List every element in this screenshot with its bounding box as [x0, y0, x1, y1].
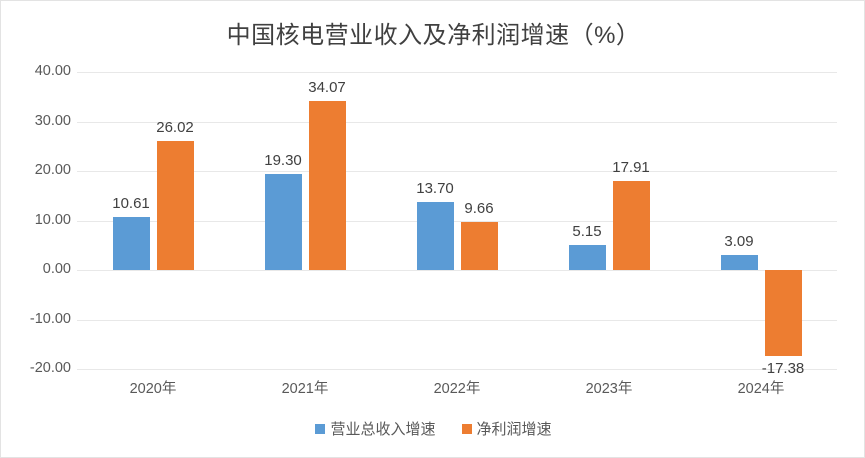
- legend-item-0[interactable]: 营业总收入增速: [315, 418, 436, 439]
- y-axis-tick-label: -10.00: [29, 310, 71, 327]
- gridline: [77, 121, 837, 123]
- data-label: 26.02: [156, 119, 194, 137]
- y-axis-tick-label: 40.00: [34, 63, 71, 79]
- bar-2024年-营业总收入增速[interactable]: [720, 254, 758, 270]
- gridline: [77, 72, 837, 73]
- y-axis: 40.00 30.00 20.00 10.00 0.00 -10.00 -20.00: [1, 1, 71, 457]
- bar-2024年-净利润增速[interactable]: [764, 270, 802, 357]
- gridline: [77, 270, 837, 271]
- bar-2022年-营业总收入增速[interactable]: [416, 202, 454, 270]
- gridline: [77, 319, 837, 321]
- plot-area: 10.61 26.02 19.30 34.07 13.70 9.66 5.15 17.91 3.…: [77, 72, 837, 377]
- data-label: 34.07: [308, 79, 346, 97]
- bar-2020年-净利润增速[interactable]: [156, 141, 194, 270]
- data-label: 5.15: [572, 222, 602, 240]
- gridline: [77, 220, 837, 222]
- y-axis-tick-label: 0.00: [42, 261, 71, 277]
- gridline: [77, 171, 837, 172]
- data-label: 13.70: [416, 180, 454, 198]
- bar-2020年-营业总收入增速[interactable]: [112, 217, 150, 270]
- data-label: 9.66: [464, 200, 494, 218]
- chart-legend: 营业总收入增速 净利润增速: [1, 418, 864, 439]
- data-label: 19.30: [264, 152, 302, 170]
- legend-item-1[interactable]: 净利润增速: [461, 418, 552, 439]
- data-label: -17.38: [761, 360, 805, 378]
- x-axis-tick-label: 2023年: [585, 381, 633, 397]
- x-axis-tick-label: 2021年: [281, 381, 329, 397]
- x-axis-tick-label: 2020年: [129, 381, 177, 397]
- bar-2023年-营业总收入增速[interactable]: [568, 244, 606, 270]
- data-label: 17.91: [612, 159, 650, 177]
- y-axis-tick-label: 20.00: [34, 162, 71, 178]
- legend-swatch-icon: [461, 423, 472, 434]
- data-label: 10.61: [112, 195, 150, 213]
- bar-2021年-净利润增速[interactable]: [308, 101, 346, 270]
- gridline: [77, 369, 837, 370]
- legend-label: 营业总收入增速: [330, 421, 436, 438]
- bar-2023年-净利润增速[interactable]: [612, 181, 650, 270]
- bar-2022年-净利润增速[interactable]: [460, 222, 498, 270]
- legend-swatch-icon: [315, 423, 326, 434]
- bar-2021年-营业总收入增速[interactable]: [264, 174, 302, 270]
- y-axis-tick-label: 30.00: [34, 112, 71, 129]
- x-axis-tick-label: 2022年: [433, 381, 481, 397]
- chart-title: 中国核电营业收入及净利润增速（%）: [226, 22, 641, 49]
- y-axis-tick-label: -20.00: [29, 360, 71, 376]
- legend-label: 净利润增速: [476, 421, 552, 438]
- y-axis-tick-label: 10.00: [34, 211, 71, 228]
- x-axis-tick-label: 2024年: [737, 381, 785, 397]
- data-label: 3.09: [724, 232, 754, 250]
